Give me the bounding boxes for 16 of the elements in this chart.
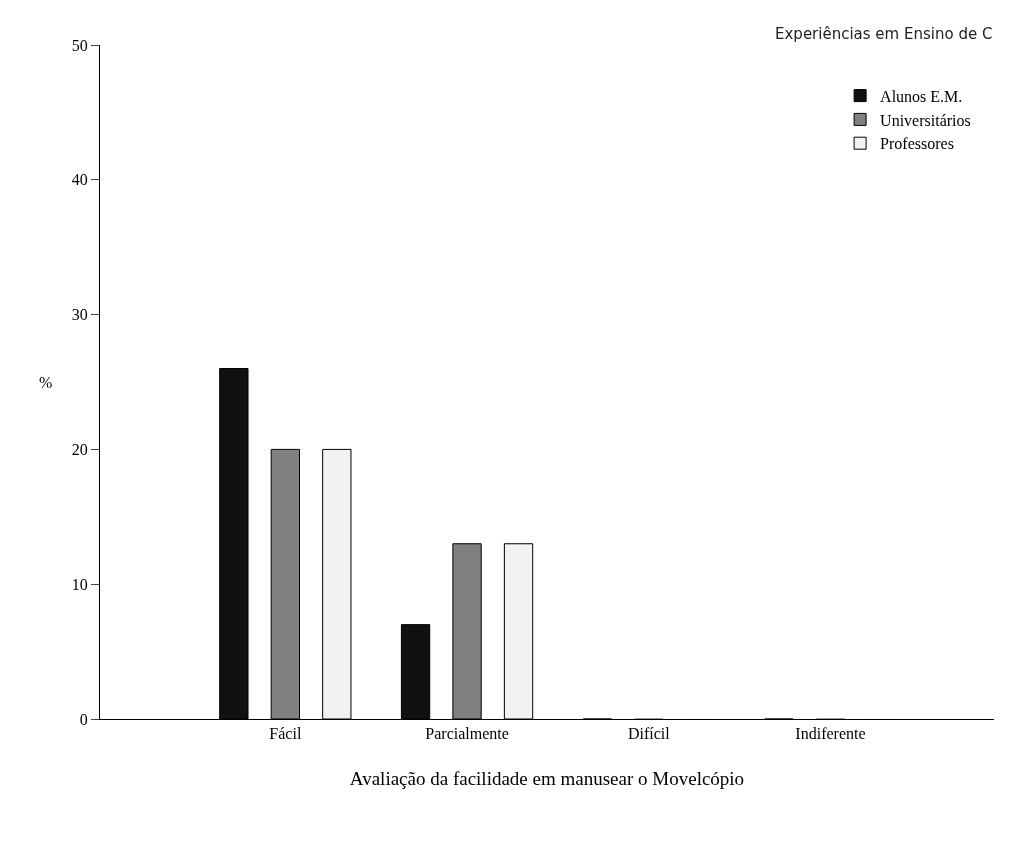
- y-tick-label: 0: [79, 710, 88, 728]
- x-tick-label: Fácil: [269, 725, 302, 743]
- legend-label: Alunos E.M.: [880, 87, 963, 105]
- x-tick-label: Indiferente: [795, 725, 866, 743]
- y-axis-title: %: [39, 374, 53, 391]
- x-axis-title: Avaliação da facilidade em manusear o Movelcópio: [349, 768, 745, 789]
- y-tick-label: 40: [71, 171, 88, 189]
- legend-label: Universitários: [880, 111, 971, 129]
- text: Experiências em Ensino de C: [775, 25, 993, 43]
- y-tick-label: 20: [71, 441, 88, 458]
- x-tick-label: Parcialmente: [425, 725, 509, 743]
- y-tick-label: 10: [71, 575, 88, 593]
- y-tick-label: 30: [71, 306, 88, 324]
- y-tick-label: 50: [71, 36, 88, 54]
- legend-label: Professores: [880, 135, 954, 153]
- x-tick-label: Difícil: [627, 725, 671, 743]
